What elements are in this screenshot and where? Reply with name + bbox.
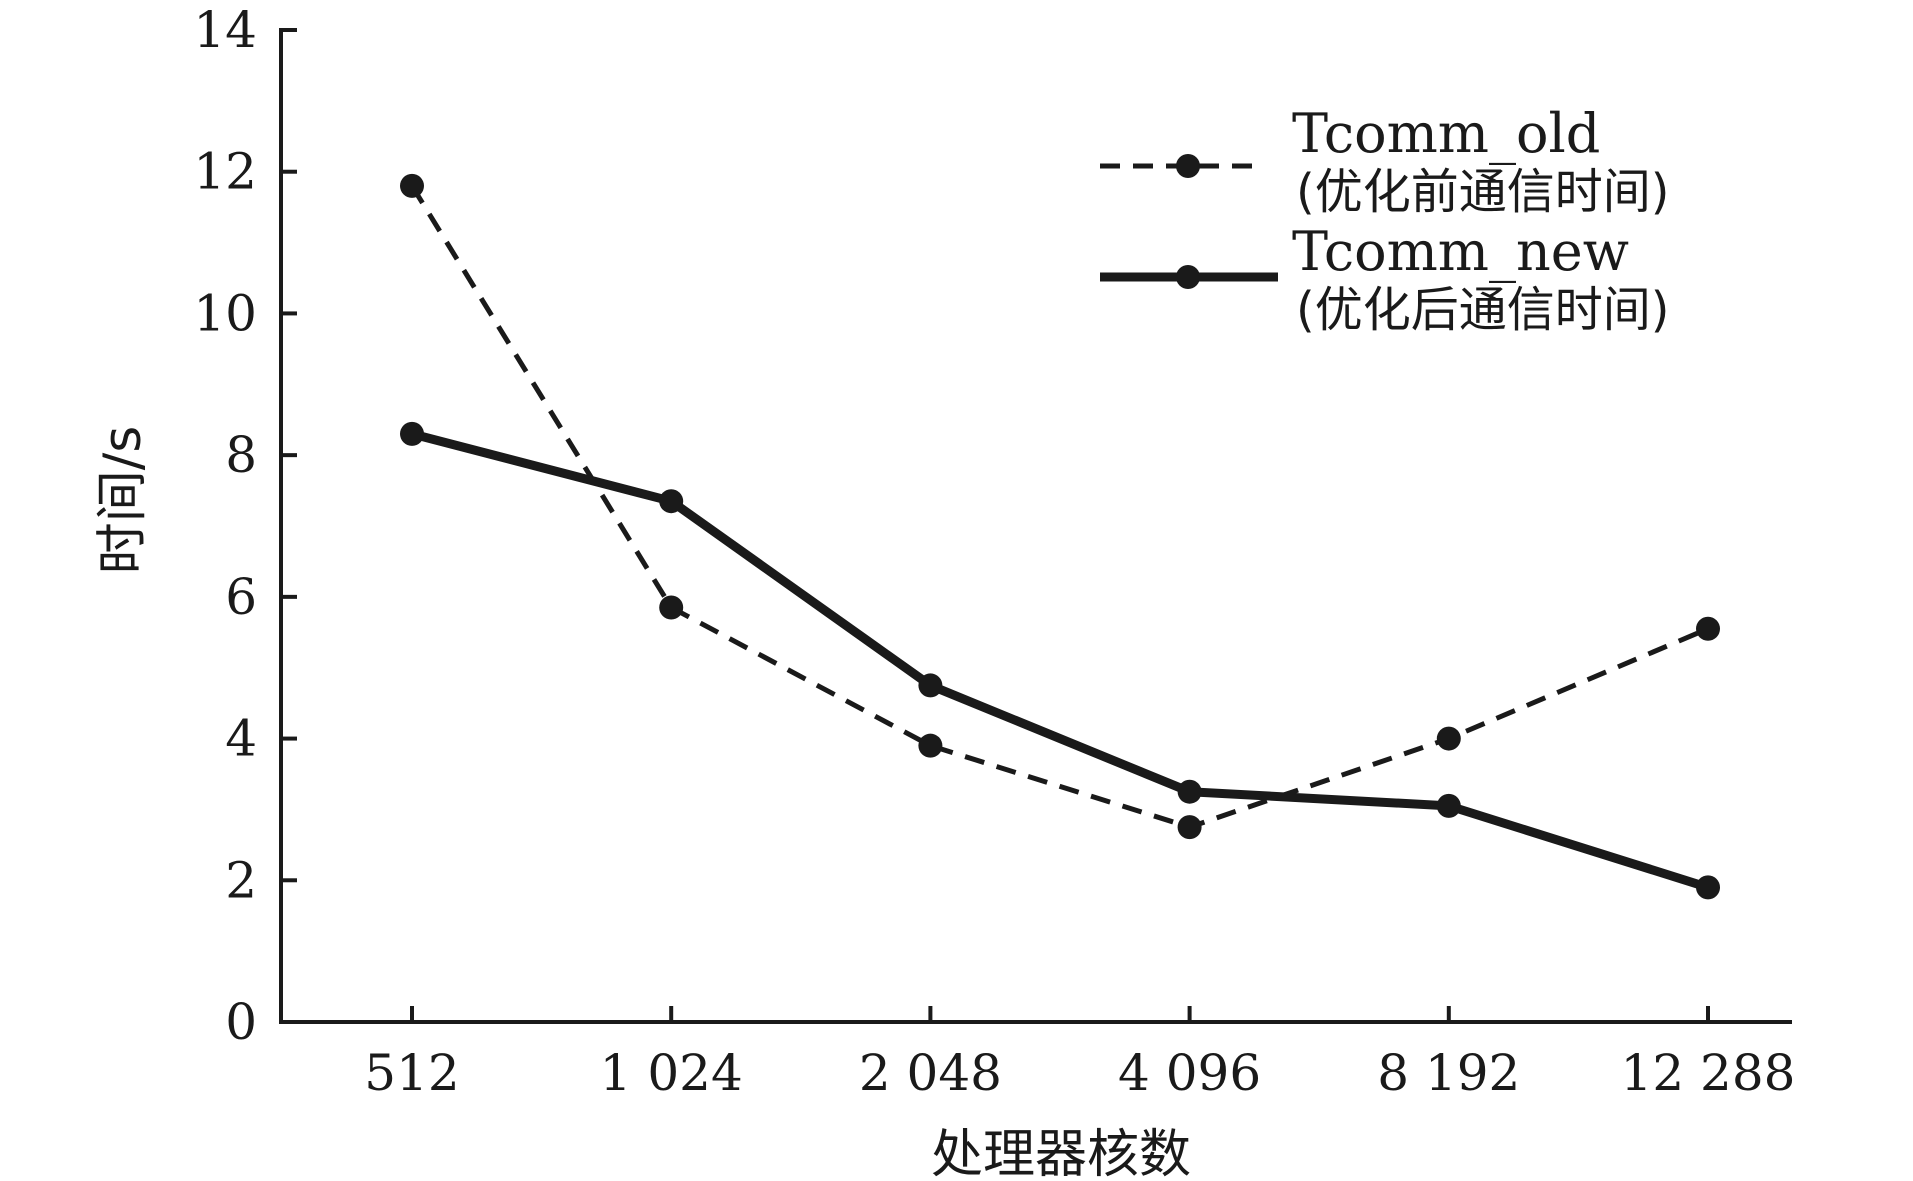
y-axis-title: 时间/s — [93, 426, 153, 575]
x-tick-label: 8 192 — [1377, 1044, 1520, 1102]
x-tick-label: 4 096 — [1118, 1044, 1261, 1102]
series-Tcomm_old — [400, 173, 1720, 840]
y-ticks: 0 2 4 6 8 10 12 14 — [193, 1, 297, 1051]
y-tick-label: 14 — [193, 1, 257, 59]
data-point — [918, 733, 943, 758]
data-point — [659, 489, 684, 514]
series-layer — [400, 173, 1720, 900]
y-tick-label: 8 — [225, 426, 257, 484]
series-line-Tcomm_old — [409, 184, 1709, 830]
data-point — [1177, 779, 1202, 804]
data-point — [1696, 875, 1720, 900]
y-tick-label: 10 — [193, 284, 257, 342]
data-point — [1696, 616, 1720, 641]
legend-marker-new — [1176, 265, 1200, 289]
data-point — [1436, 793, 1461, 818]
y-tick-label: 6 — [225, 568, 257, 626]
axes — [279, 28, 1792, 1024]
x-tick-label: 2 048 — [859, 1044, 1002, 1102]
x-tick-label: 12 288 — [1621, 1044, 1796, 1102]
legend: Tcomm_old (优化前通信时间) Tcomm_new (优化后通信时间) — [1100, 102, 1669, 338]
data-point — [400, 421, 424, 446]
data-point — [1436, 726, 1461, 751]
x-ticks: 512 1 024 2 048 4 096 8 192 12 288 — [364, 1006, 1795, 1102]
legend-marker-old — [1176, 154, 1200, 178]
data-point — [918, 673, 943, 698]
legend-item-new: Tcomm_new (优化后通信时间) — [1100, 220, 1669, 338]
x-tick-label: 1 024 — [600, 1044, 743, 1102]
legend-desc-old: (优化前通信时间) — [1296, 164, 1669, 220]
y-tick-label: 4 — [225, 710, 257, 768]
series-Tcomm_new — [400, 421, 1720, 900]
y-tick-label: 2 — [225, 851, 257, 909]
data-point — [1177, 815, 1202, 840]
y-tick-label: 12 — [193, 143, 257, 201]
series-line-Tcomm_new — [410, 429, 1710, 892]
x-tick-label: 512 — [364, 1044, 459, 1102]
x-axis-title: 处理器核数 — [931, 1125, 1191, 1181]
legend-desc-new: (优化后通信时间) — [1296, 282, 1669, 338]
y-tick-label: 0 — [225, 993, 257, 1051]
legend-label-old: Tcomm_old — [1292, 102, 1600, 165]
data-point — [659, 595, 684, 620]
legend-item-old: Tcomm_old (优化前通信时间) — [1100, 102, 1669, 220]
data-point — [400, 173, 424, 198]
legend-label-new: Tcomm_new — [1292, 220, 1629, 283]
